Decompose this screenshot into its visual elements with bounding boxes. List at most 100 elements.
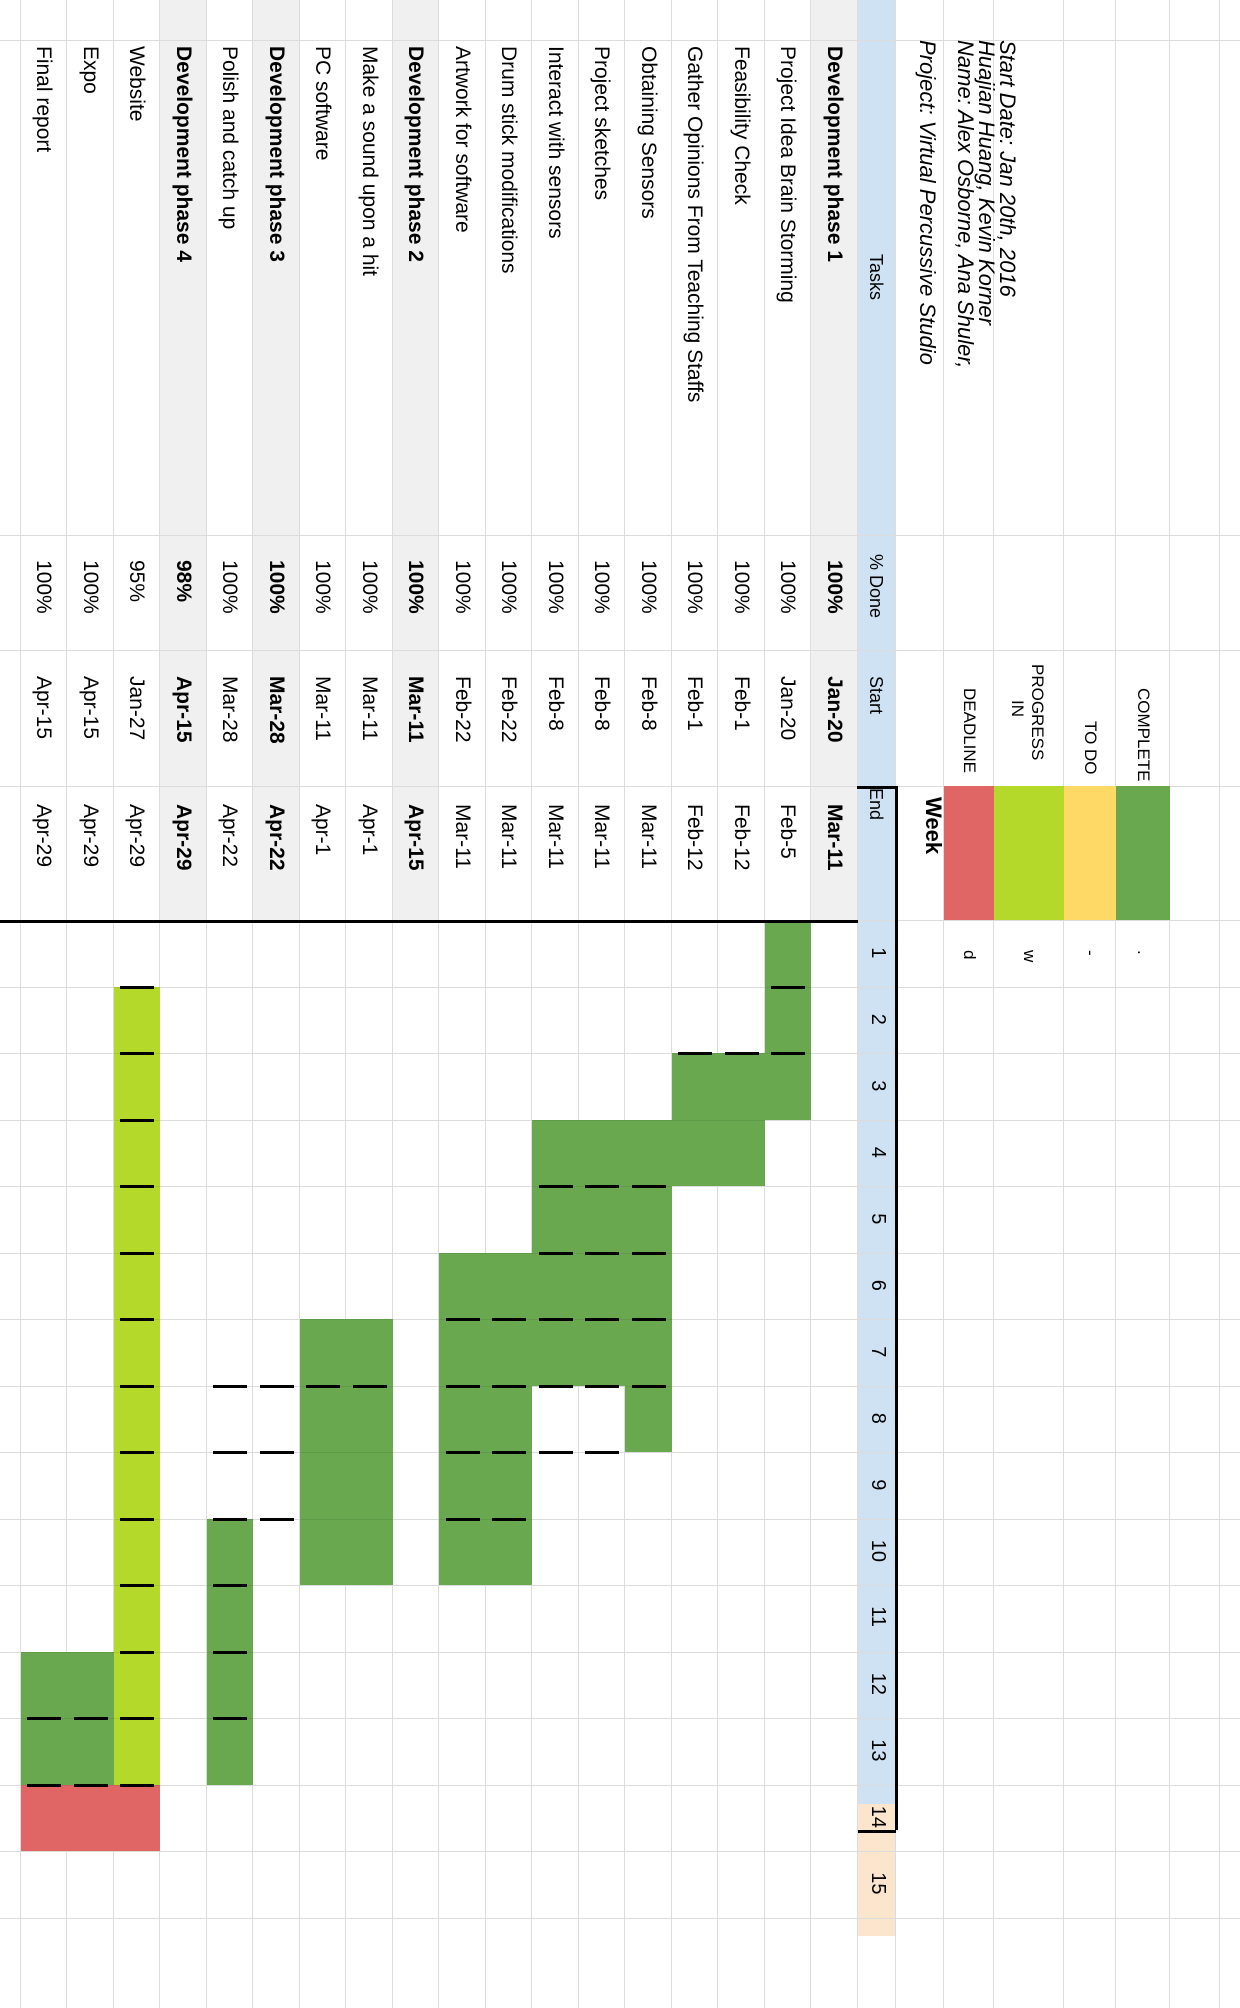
grid-vline [0,1851,1240,1852]
task-end-date: Mar-11 [637,804,660,869]
gantt-cell-in_progress [114,1319,161,1386]
phase-name: Development phase 4 [172,46,195,262]
task-end-date: Feb-12 [730,804,753,871]
gantt-cell-complete [207,1585,254,1652]
week-header-11: 11 [867,1606,889,1628]
task-percent-done: 100% [544,560,567,614]
legend-swatch-2 [1064,786,1116,920]
week-tick [120,985,155,989]
task-name: Gather Opinions From Teaching Staffs [683,46,707,403]
task-percent-done: 100% [358,560,381,614]
week-column-border [0,920,858,923]
gantt-cell-complete [486,1452,533,1519]
week-header-2: 2 [867,1013,889,1025]
week-header-4: 4 [867,1146,889,1158]
task-end-date: Mar-11 [451,804,474,869]
week-tick [213,1717,248,1720]
task-name: Project Idea Brain Storming [776,46,800,303]
task-start-date: Jan-27 [125,676,149,741]
gantt-cell-complete [439,1518,486,1585]
gantt-cell-deadline [21,1784,68,1851]
gantt-cell-complete [207,1518,254,1585]
grid-hline [1219,0,1220,2008]
week-tick [260,1451,294,1454]
project-start-date: Start Date: Jan 20th, 2016 [995,40,1020,297]
gantt-cell-complete [579,1319,626,1386]
task-start-date: Apr-15 [79,676,102,740]
week-tick [120,1783,155,1787]
grid-hline [671,0,672,2008]
project-names-cont: Huajian Huang, Kevin Korner [974,40,999,325]
task-start-date: Mar-11 [311,676,335,741]
grid-vline [0,1385,1240,1387]
task-percent-done: 100% [265,560,288,614]
gantt-cell-in_progress [114,1252,161,1319]
task-percent-done: 100% [823,560,846,614]
task-percent-done: 100% [730,560,753,614]
week-tick [120,1185,155,1188]
task-percent-done: 100% [218,560,242,614]
week-tick [539,1451,573,1454]
gantt-cell-complete [486,1518,533,1585]
gantt-cell-complete [625,1319,672,1386]
task-end-date: Mar-11 [544,804,567,869]
gantt-cell-complete [486,1319,533,1386]
week-tick [585,1318,620,1321]
week-tick [306,1384,341,1388]
gantt-cell-complete [579,1186,626,1253]
task-percent-done: 100% [451,560,474,614]
task-name: Make a sound upon a hit [358,46,381,276]
grid-hline [1063,0,1064,2008]
grid-hline [438,0,440,2008]
week-tick [260,1517,294,1521]
task-name: Obtaining Sensors [637,46,660,219]
week-tick [120,1717,155,1720]
task-end-date: Apr-15 [404,804,428,871]
week-tick [27,1717,62,1720]
week-tick [120,1451,155,1454]
header-top-border [895,786,898,1830]
gantt-cell-complete [486,1252,533,1319]
week-header-15: 15 [867,1872,889,1895]
gantt-cell-complete [672,1119,719,1186]
legend-swatch-3 [1116,786,1170,920]
grid-vline [0,1917,1240,1919]
gantt-cell-deadline [114,1784,161,1851]
gantt-cell-in_progress [114,1385,161,1452]
task-start-date: Feb-1 [683,676,707,731]
gantt-cell-in_progress [114,1119,161,1186]
grid-hline [943,0,944,2008]
gantt-cell-complete [625,1385,672,1452]
gantt-cell-complete [439,1385,486,1452]
task-start-date: Apr-15 [32,676,56,740]
task-name: PC software [311,46,335,161]
task-start-date: Feb-1 [730,676,753,731]
task-end-date: Apr-29 [32,804,56,868]
task-name: Interact with sensors [544,46,567,239]
gantt-cell-complete [532,1319,579,1386]
week-tick [585,1185,620,1188]
week-tick [539,1384,573,1388]
week-tick [27,1783,62,1787]
gantt-cell-complete [300,1518,347,1585]
week-tick [446,1384,480,1388]
week-tick [213,1384,248,1388]
week-tick [120,1118,155,1122]
week-tick [585,1251,620,1255]
task-end-date: Feb-12 [683,804,707,871]
legend-label: PROGRESS [1028,664,1047,761]
week-tick [632,1185,666,1188]
project-title: Project: Virtual Percussive Studio [915,40,940,365]
legend-code: w [1020,950,1039,963]
task-start-date: Feb-22 [451,676,474,743]
week-tick [74,1717,108,1720]
week-tick [539,1251,573,1255]
gantt-cell-deadline [67,1784,114,1851]
grid-vline [0,1651,1240,1653]
gantt-cell-in_progress [114,1718,161,1785]
gantt-cell-complete [67,1718,114,1785]
week-header-6: 6 [867,1279,889,1291]
grid-vline [0,535,1240,536]
gantt-cell-complete [765,1053,812,1120]
week-header-9: 9 [867,1479,889,1491]
